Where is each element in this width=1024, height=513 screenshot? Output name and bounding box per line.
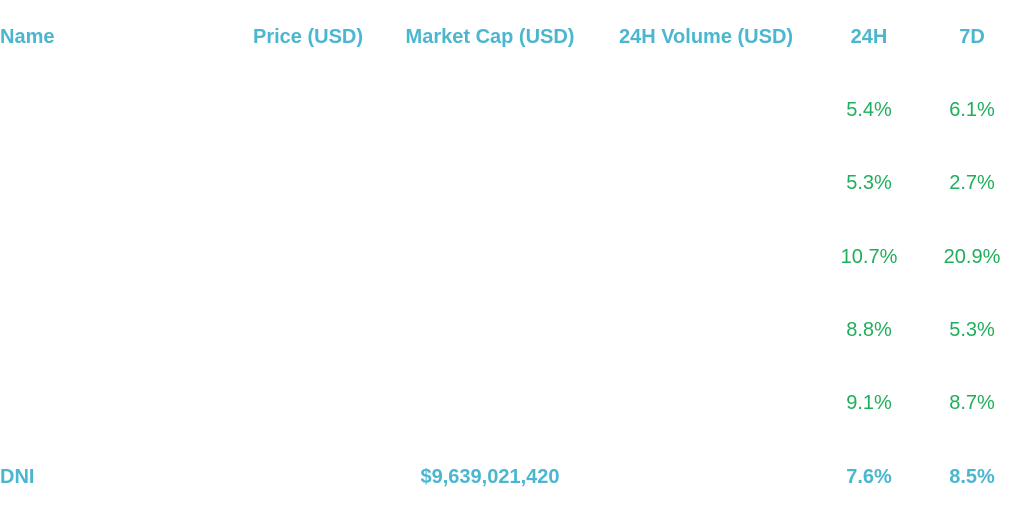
cell-d7: 6.1% [949,99,995,121]
cell-d7: 2.7% [949,172,995,194]
cell-d7: 20.9% [943,246,1001,268]
cell-h24: 9.1% [846,392,892,414]
column-header: Price (USD) [252,26,364,48]
column-header: 24H [850,26,888,48]
cell-h24: 5.4% [846,99,892,121]
cell-market-cap: $9,639,021,420 [420,466,560,488]
cell-d7: 8.7% [949,392,995,414]
cell-h24: 7.6% [846,466,892,488]
cell-h24: 5.3% [846,172,892,194]
column-header: Market Cap (USD) [405,26,575,48]
cell-d7: 5.3% [949,319,995,341]
cell-d7: 8.5% [949,466,995,488]
column-header: 7D [959,26,985,48]
cell-name: DNI [0,466,35,488]
column-header: 24H Volume (USD) [618,26,794,48]
cell-h24: 8.8% [846,319,892,341]
cell-h24: 10.7% [840,246,898,268]
column-header: Name [0,26,55,48]
